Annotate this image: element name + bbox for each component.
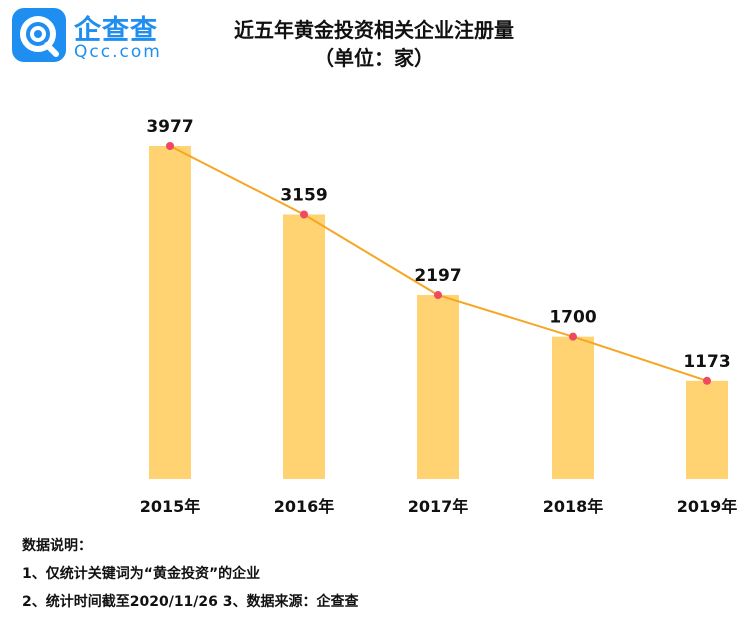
value-label-2017年: 2197: [414, 266, 461, 286]
logo-english-text: Qcc.com: [74, 42, 162, 62]
x-tick-label: 2019年: [677, 497, 738, 516]
trend-point-2018年: [569, 332, 577, 341]
trend-point-2015年: [166, 142, 174, 150]
x-tick-label: 2017年: [408, 497, 469, 516]
chart-title: 近五年黄金投资相关企业注册量: [234, 18, 514, 42]
bar-2019年: [686, 380, 728, 479]
data-notes: 数据说明： 1、仅统计关键词为“黄金投资”的企业 2、统计时间截至2020/11…: [22, 532, 359, 616]
trend-point-2017年: [434, 291, 442, 300]
brand-logo: 企查查 Qcc.com: [12, 6, 182, 64]
notes-heading: 数据说明：: [22, 538, 92, 554]
x-tick-label: 2018年: [543, 497, 604, 516]
trend-point-2019年: [703, 376, 711, 385]
trend-point-2016年: [300, 210, 308, 219]
value-label-2019年: 1173: [683, 352, 730, 372]
bar-2018年: [552, 336, 594, 479]
value-label-2016年: 3159: [280, 185, 327, 205]
bar-2015年: [149, 146, 191, 479]
x-tick-label: 2016年: [274, 497, 335, 516]
bar-line-chart: 3977 2015年 3159 2016年 2197 2017年 1700 2018年 1173…: [140, 117, 738, 516]
notes-line-1: 1、仅统计关键词为“黄金投资”的企业: [22, 566, 261, 582]
notes-line-2: 2、统计时间截至2020/11/26 3、数据来源：企查查: [22, 594, 359, 610]
chart-subtitle: （单位：家）: [314, 46, 434, 70]
x-tick-label: 2015年: [140, 497, 201, 516]
value-label-2018年: 1700: [549, 308, 596, 328]
bar-2017年: [417, 295, 459, 479]
qcc-logo-icon: [12, 8, 66, 62]
bar-2016年: [283, 214, 325, 480]
logo-chinese-text: 企查查: [74, 15, 158, 46]
value-label-2015年: 3977: [146, 117, 193, 137]
